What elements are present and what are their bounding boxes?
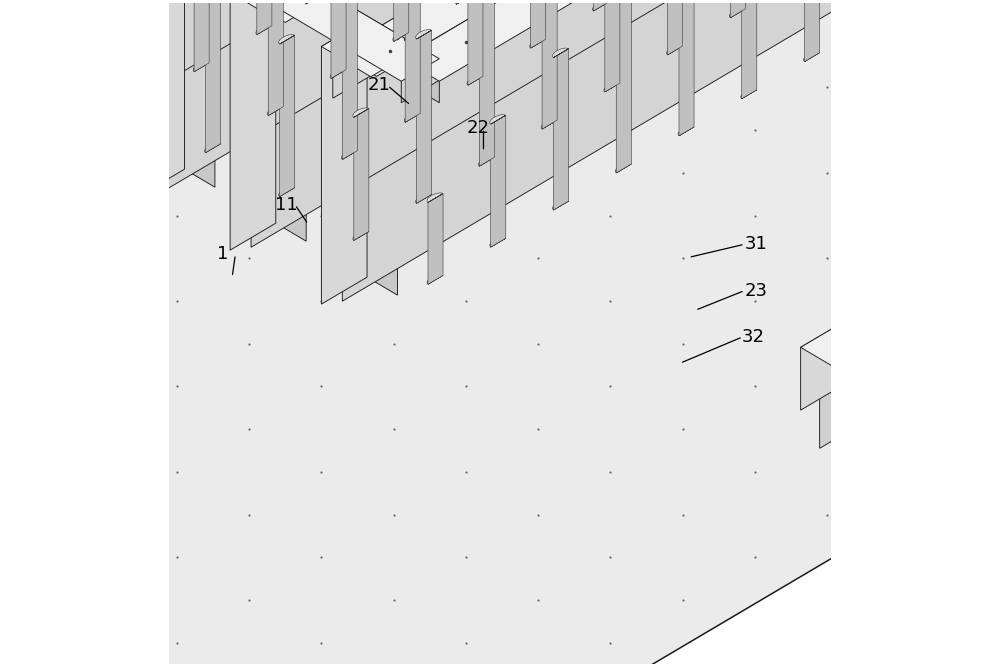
Polygon shape — [667, 45, 683, 55]
Polygon shape — [205, 143, 221, 153]
Polygon shape — [0, 0, 436, 248]
Polygon shape — [48, 0, 93, 142]
Polygon shape — [342, 0, 357, 159]
Polygon shape — [490, 237, 506, 247]
Polygon shape — [911, 291, 979, 394]
Polygon shape — [616, 0, 631, 173]
Polygon shape — [130, 99, 146, 109]
Polygon shape — [592, 1, 608, 11]
Polygon shape — [194, 0, 209, 72]
Polygon shape — [741, 89, 757, 99]
Polygon shape — [353, 231, 369, 240]
Polygon shape — [867, 0, 882, 25]
Polygon shape — [342, 0, 1000, 77]
Polygon shape — [801, 19, 1000, 410]
Polygon shape — [911, 291, 1000, 399]
Polygon shape — [416, 29, 432, 39]
Polygon shape — [820, 345, 1000, 453]
Polygon shape — [68, 0, 715, 139]
Polygon shape — [268, 0, 283, 115]
Polygon shape — [257, 0, 272, 35]
Text: 1: 1 — [217, 245, 228, 263]
Polygon shape — [593, 0, 608, 11]
Polygon shape — [0, 0, 439, 103]
Polygon shape — [280, 35, 295, 197]
Polygon shape — [279, 35, 295, 44]
Polygon shape — [427, 275, 443, 284]
Polygon shape — [491, 115, 506, 247]
Polygon shape — [605, 0, 620, 92]
Polygon shape — [0, 0, 2, 88]
Polygon shape — [405, 0, 420, 122]
Polygon shape — [2, 0, 32, 79]
Polygon shape — [531, 0, 546, 48]
Text: 32: 32 — [741, 327, 764, 346]
Polygon shape — [615, 163, 631, 173]
Polygon shape — [468, 0, 483, 85]
Polygon shape — [205, 0, 221, 153]
Polygon shape — [478, 157, 494, 166]
Polygon shape — [251, 0, 898, 247]
Polygon shape — [256, 25, 272, 35]
Polygon shape — [530, 39, 546, 48]
Polygon shape — [678, 126, 694, 136]
Polygon shape — [615, 0, 631, 3]
Polygon shape — [456, 0, 472, 4]
Polygon shape — [979, 291, 1000, 422]
Polygon shape — [139, 0, 184, 196]
Polygon shape — [342, 0, 989, 301]
Polygon shape — [436, 0, 1000, 181]
Polygon shape — [742, 0, 757, 99]
Polygon shape — [267, 106, 283, 115]
Polygon shape — [56, 55, 72, 65]
Polygon shape — [321, 19, 367, 304]
Polygon shape — [251, 0, 932, 23]
Polygon shape — [333, 0, 1000, 98]
Text: 23: 23 — [745, 281, 768, 299]
Text: 31: 31 — [745, 235, 768, 253]
Polygon shape — [131, 0, 146, 109]
Polygon shape — [805, 0, 820, 61]
Polygon shape — [393, 32, 409, 41]
Polygon shape — [820, 345, 888, 448]
Polygon shape — [888, 345, 1000, 476]
Polygon shape — [230, 0, 306, 11]
Polygon shape — [401, 0, 1000, 103]
Polygon shape — [330, 69, 346, 79]
Polygon shape — [57, 0, 72, 65]
Polygon shape — [184, 0, 215, 187]
Polygon shape — [0, 0, 624, 85]
Polygon shape — [729, 8, 745, 18]
Polygon shape — [553, 49, 569, 210]
Polygon shape — [193, 62, 209, 72]
Polygon shape — [801, 19, 1000, 424]
Polygon shape — [353, 108, 369, 117]
Text: 11: 11 — [275, 195, 298, 213]
Polygon shape — [553, 201, 569, 210]
Polygon shape — [321, 19, 397, 65]
Polygon shape — [866, 15, 882, 25]
Polygon shape — [341, 150, 357, 159]
Polygon shape — [354, 109, 369, 240]
Polygon shape — [417, 30, 432, 203]
Polygon shape — [401, 0, 1000, 81]
Polygon shape — [230, 0, 276, 250]
Polygon shape — [331, 0, 346, 79]
Polygon shape — [0, 0, 532, 31]
Polygon shape — [404, 113, 420, 122]
Polygon shape — [276, 0, 306, 241]
Polygon shape — [333, 0, 1000, 77]
Polygon shape — [490, 115, 506, 124]
Polygon shape — [553, 48, 569, 57]
Polygon shape — [467, 76, 483, 85]
Polygon shape — [428, 193, 443, 284]
Polygon shape — [542, 0, 557, 129]
Polygon shape — [120, 0, 135, 28]
Text: 21: 21 — [368, 77, 391, 95]
Polygon shape — [160, 0, 806, 193]
Polygon shape — [541, 119, 557, 129]
Polygon shape — [394, 0, 409, 41]
Polygon shape — [730, 0, 745, 18]
Polygon shape — [668, 0, 683, 55]
